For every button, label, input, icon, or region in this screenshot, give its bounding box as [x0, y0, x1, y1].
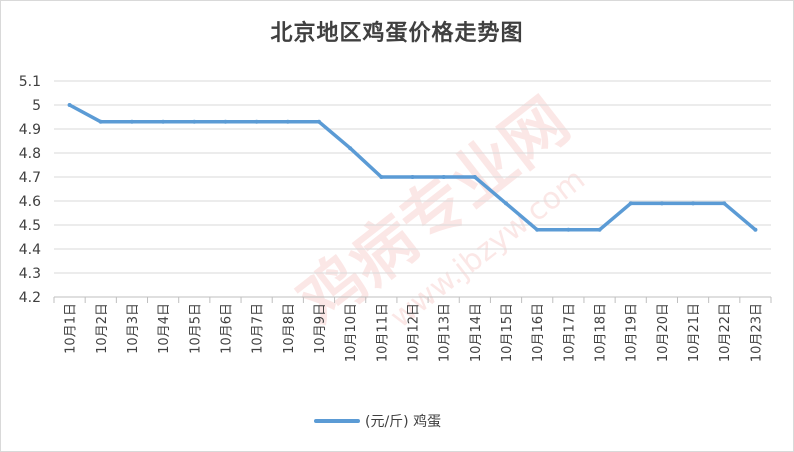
series-line	[67, 103, 758, 232]
x-tick-label: 10月12日	[407, 303, 422, 362]
data-point	[285, 119, 290, 124]
x-tick-label: 10月3日	[126, 303, 141, 354]
x-tick-label: 10月14日	[469, 303, 484, 362]
data-point	[535, 227, 540, 232]
x-tick-label: 10月18日	[594, 303, 609, 362]
x-tick-label: 10月17日	[562, 303, 577, 362]
data-point	[566, 227, 571, 232]
data-point	[659, 201, 664, 206]
data-point	[691, 201, 696, 206]
y-tick-label: 4.8	[19, 146, 41, 162]
y-tick-label: 4.7	[19, 170, 41, 186]
data-point	[472, 175, 477, 179]
data-point	[379, 175, 384, 179]
y-tick-label: 4.9	[19, 122, 41, 138]
x-tick-label: 10月7日	[251, 303, 266, 354]
data-point	[129, 119, 134, 124]
data-point	[316, 119, 321, 124]
x-tick-label: 10月1日	[64, 303, 79, 354]
y-tick-label: 4.6	[19, 194, 41, 210]
x-tick-label: 10月16日	[531, 303, 546, 362]
data-point	[410, 175, 415, 179]
x-tick-label: 10月5日	[188, 303, 203, 354]
x-tick-label: 10月21日	[687, 303, 702, 362]
y-tick-label: 4.3	[19, 266, 41, 282]
x-tick-label: 10月8日	[282, 303, 297, 354]
data-point	[192, 119, 197, 124]
x-tick-label: 10月20日	[656, 303, 671, 362]
x-tick-label: 10月19日	[625, 303, 640, 362]
y-tick-label: 4.4	[19, 242, 41, 258]
x-tick-label: 10月6日	[219, 303, 234, 354]
y-tick-label: 4.5	[19, 218, 41, 234]
x-tick-label: 10月22日	[718, 303, 733, 362]
data-point	[753, 227, 758, 232]
y-axis: 4.2 4.3 4.4 4.5 4.6 4.7 4.8 4.9 5 5.1	[19, 74, 41, 306]
data-point	[628, 201, 633, 206]
x-tick-label: 10月23日	[749, 303, 764, 362]
y-tick-label: 5	[32, 98, 41, 114]
data-point	[98, 119, 103, 124]
x-tick-label: 10月10日	[344, 303, 359, 362]
data-point	[161, 119, 166, 124]
y-tick-label: 5.1	[19, 74, 41, 90]
data-point	[254, 119, 259, 124]
data-point	[348, 146, 353, 151]
data-point	[504, 201, 509, 206]
series-layer	[67, 103, 758, 232]
legend-label: (元/斤) 鸡蛋	[365, 413, 441, 430]
data-point	[223, 119, 228, 124]
gridlines	[54, 80, 771, 298]
x-axis: 10月1日 10月2日 10月3日 10月4日 10月5日 10月6日 10月7日 10月8日…	[53, 296, 772, 362]
x-tick-label: 10月4日	[157, 303, 172, 354]
data-point	[722, 201, 727, 206]
data-point	[441, 175, 446, 179]
data-point	[597, 227, 602, 232]
chart-title: 北京地区鸡蛋价格走势图	[270, 21, 524, 46]
x-tick-label: 10月15日	[500, 303, 515, 362]
data-point	[67, 103, 72, 107]
legend: (元/斤) 鸡蛋	[314, 413, 441, 430]
x-tick-label: 10月2日	[95, 303, 110, 354]
x-tick-label: 10月13日	[438, 303, 453, 362]
x-tick-label: 10月11日	[375, 303, 390, 362]
x-tick-label: 10月9日	[313, 303, 328, 354]
y-tick-label: 4.2	[19, 290, 41, 306]
